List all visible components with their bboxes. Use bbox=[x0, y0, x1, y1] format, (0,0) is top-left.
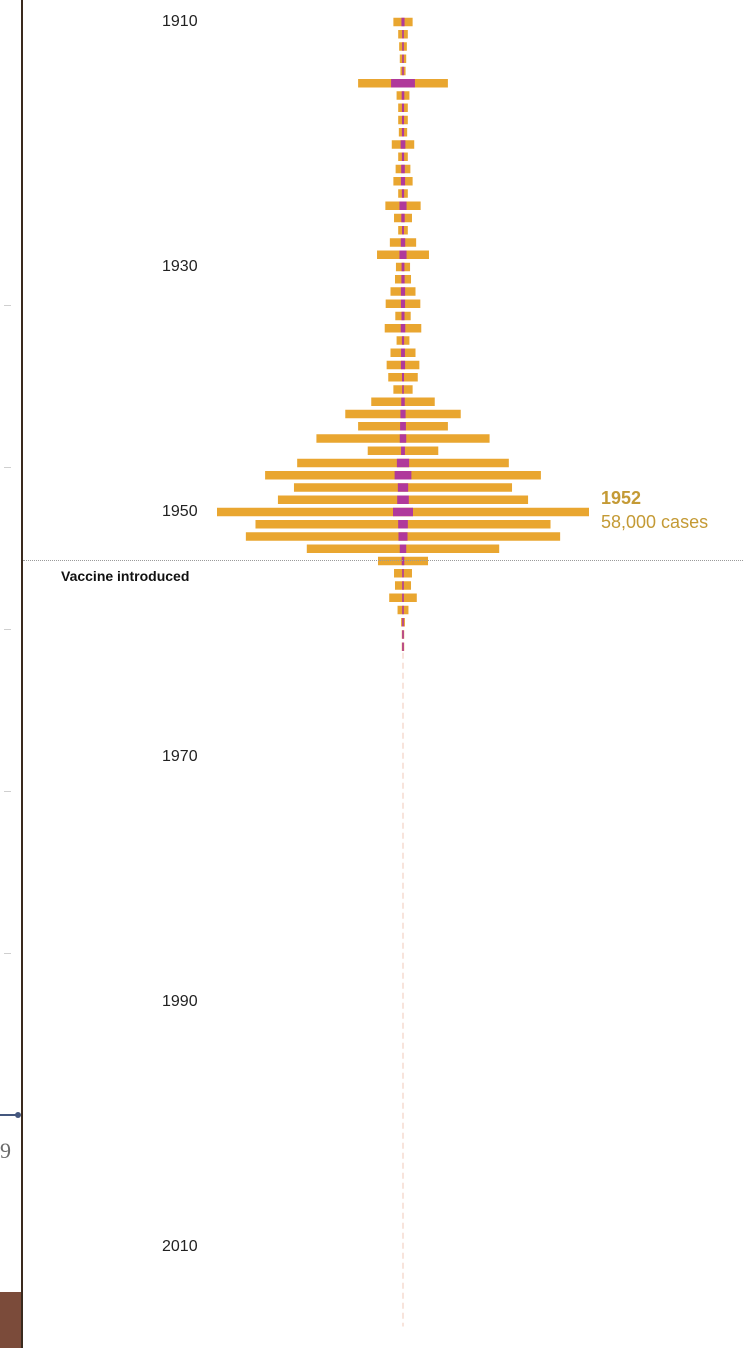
peak-cases-annotation: 58,000 cases bbox=[601, 512, 709, 532]
deaths-bar-1950 bbox=[393, 507, 413, 517]
deaths-bar-1937 bbox=[401, 348, 405, 357]
deaths-bar-1933 bbox=[400, 299, 406, 308]
left-tick bbox=[4, 953, 11, 954]
deaths-bar-1954 bbox=[401, 556, 405, 566]
deaths-bar-1926 bbox=[401, 213, 405, 223]
side-tab[interactable] bbox=[0, 1292, 21, 1348]
deaths-bar-1938 bbox=[400, 360, 406, 370]
deaths-bar-1915 bbox=[391, 79, 415, 88]
digit-fragment: 9 bbox=[0, 1138, 11, 1163]
deaths-bar-1943 bbox=[400, 422, 406, 431]
deaths-bar-1921 bbox=[401, 152, 405, 161]
deaths-bar-1920 bbox=[400, 140, 406, 149]
left-tick bbox=[4, 629, 11, 630]
deaths-bar-1924 bbox=[401, 189, 405, 198]
deaths-bar-1930 bbox=[401, 262, 405, 272]
panel-divider bbox=[21, 0, 23, 1348]
deaths-bar-1940 bbox=[402, 385, 404, 394]
deaths-bar-1947 bbox=[394, 471, 412, 480]
deaths-bar-1956 bbox=[402, 581, 404, 590]
deaths-bar-1914 bbox=[402, 66, 404, 76]
deaths-bar-1944 bbox=[399, 434, 407, 443]
deaths-bar-1955 bbox=[402, 569, 404, 578]
year-tick-label: 1990 bbox=[162, 993, 198, 1010]
vaccine-label: Vaccine introduced bbox=[61, 568, 190, 584]
deaths-bar-1952 bbox=[398, 532, 408, 541]
deaths-bar-1945 bbox=[401, 446, 405, 455]
deaths-bar-1949 bbox=[397, 495, 409, 504]
deaths-bar-1960 bbox=[402, 630, 404, 639]
vaccine-marker-line bbox=[23, 560, 743, 561]
deaths-bar-1959 bbox=[402, 618, 404, 627]
deaths-bar-1911 bbox=[402, 30, 404, 39]
slider-fragment-icon bbox=[0, 1112, 21, 1118]
deaths-bar-1913 bbox=[402, 54, 404, 63]
deaths-bar-1919 bbox=[401, 128, 405, 137]
deaths-bar-1946 bbox=[396, 458, 410, 468]
deaths-bar-1934 bbox=[401, 311, 405, 321]
deaths-bar-1923 bbox=[400, 177, 406, 186]
year-tick-label: 1970 bbox=[162, 748, 198, 765]
deaths-bar-1942 bbox=[400, 409, 406, 419]
year-tick-label: 1910 bbox=[162, 13, 198, 30]
year-tick-label: 1930 bbox=[162, 258, 198, 275]
deaths-bar-1961 bbox=[402, 642, 404, 651]
deaths-bar-1951 bbox=[398, 520, 408, 529]
deaths-bar-1922 bbox=[401, 164, 405, 174]
deaths-bar-1935 bbox=[400, 324, 406, 333]
bars-layer bbox=[217, 17, 589, 1327]
left-tick bbox=[4, 305, 11, 306]
deaths-bar-1936 bbox=[401, 336, 405, 345]
deaths-bar-1929 bbox=[399, 250, 407, 259]
year-tick-label: 2010 bbox=[162, 1238, 198, 1255]
deaths-bar-1939 bbox=[401, 373, 405, 382]
deaths-bar-1953 bbox=[399, 544, 407, 553]
deaths-bar-1928 bbox=[400, 238, 406, 247]
deaths-bar-1912 bbox=[402, 42, 404, 51]
deaths-bar-1932 bbox=[400, 287, 406, 296]
deaths-bar-1957 bbox=[402, 593, 404, 602]
deaths-bar-1941 bbox=[401, 397, 405, 406]
deaths-bar-1931 bbox=[401, 275, 405, 284]
deaths-bar-1948 bbox=[397, 483, 409, 492]
deaths-bar-1925 bbox=[399, 201, 407, 210]
left-tick bbox=[4, 467, 11, 468]
deaths-bar-1917 bbox=[401, 103, 405, 112]
left-tick bbox=[4, 791, 11, 792]
deaths-bar-1910 bbox=[401, 17, 405, 27]
left-panel: 9 bbox=[0, 0, 22, 1348]
year-tick-label: 1950 bbox=[162, 503, 198, 520]
deaths-bar-1958 bbox=[402, 605, 404, 615]
deaths-bar-1916 bbox=[401, 91, 405, 100]
peak-year-annotation: 1952 bbox=[601, 488, 642, 508]
deaths-bar-1927 bbox=[402, 226, 404, 235]
deaths-bar-1918 bbox=[401, 115, 405, 125]
